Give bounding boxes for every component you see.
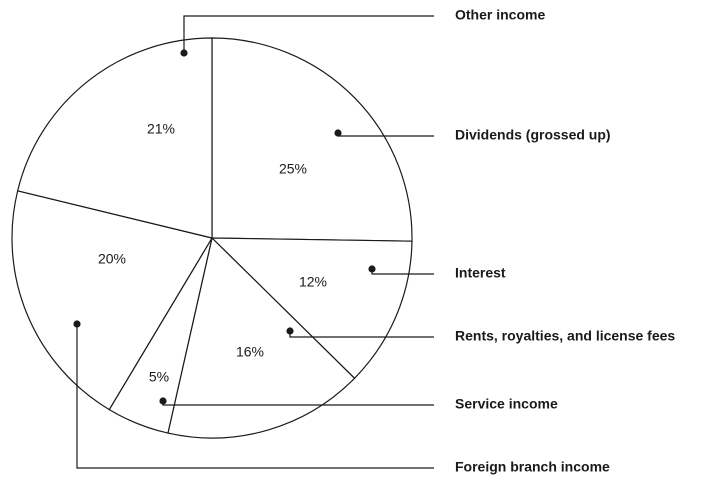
legend-label-interest: Interest [455,265,506,281]
legend-label-rents-royalties-and-license-fees: Rents, royalties, and license fees [455,328,675,344]
leader-dot-service-income [159,397,167,405]
pie-slice-foreign-branch-income [11,190,213,411]
legend-label-foreign-branch-income: Foreign branch income [455,459,610,475]
legend-label-dividends-grossed-up: Dividends (grossed up) [455,127,611,143]
slice-value-label: 20% [98,251,126,267]
slice-value-label: 12% [299,274,327,290]
pie-slice-other-income [16,37,213,239]
pie-slice-interest [210,237,413,380]
slice-value-label: 21% [147,121,175,137]
slice-value-label: 16% [236,344,264,360]
leader-line-foreign-branch-income [76,324,434,469]
leader-line-other-income [183,15,434,53]
legend-label-service-income: Service income [455,396,558,412]
pie-wedges [11,37,413,439]
legend: Dividends (grossed up) Interest Rents, roy… [455,7,675,475]
slice-value-label: 5% [149,369,169,385]
pie-slice-dividends-grossed-up [211,37,413,242]
leader-dot-foreign-branch-income [73,320,81,328]
leader-dot-other-income [180,49,188,57]
percentage-labels: 25% 12% 16% 5% 20% 21% [98,121,327,385]
leader-lines [73,15,434,469]
leader-dot-dividends-grossed-up [334,129,342,137]
leader-dot-interest [368,265,376,273]
leader-dot-rents-royalties-and-license-fees [286,327,294,335]
slice-value-label: 25% [279,161,307,177]
pie-slice-rents-royalties-and-license-fees [167,236,356,439]
legend-label-other-income: Other income [455,7,545,23]
